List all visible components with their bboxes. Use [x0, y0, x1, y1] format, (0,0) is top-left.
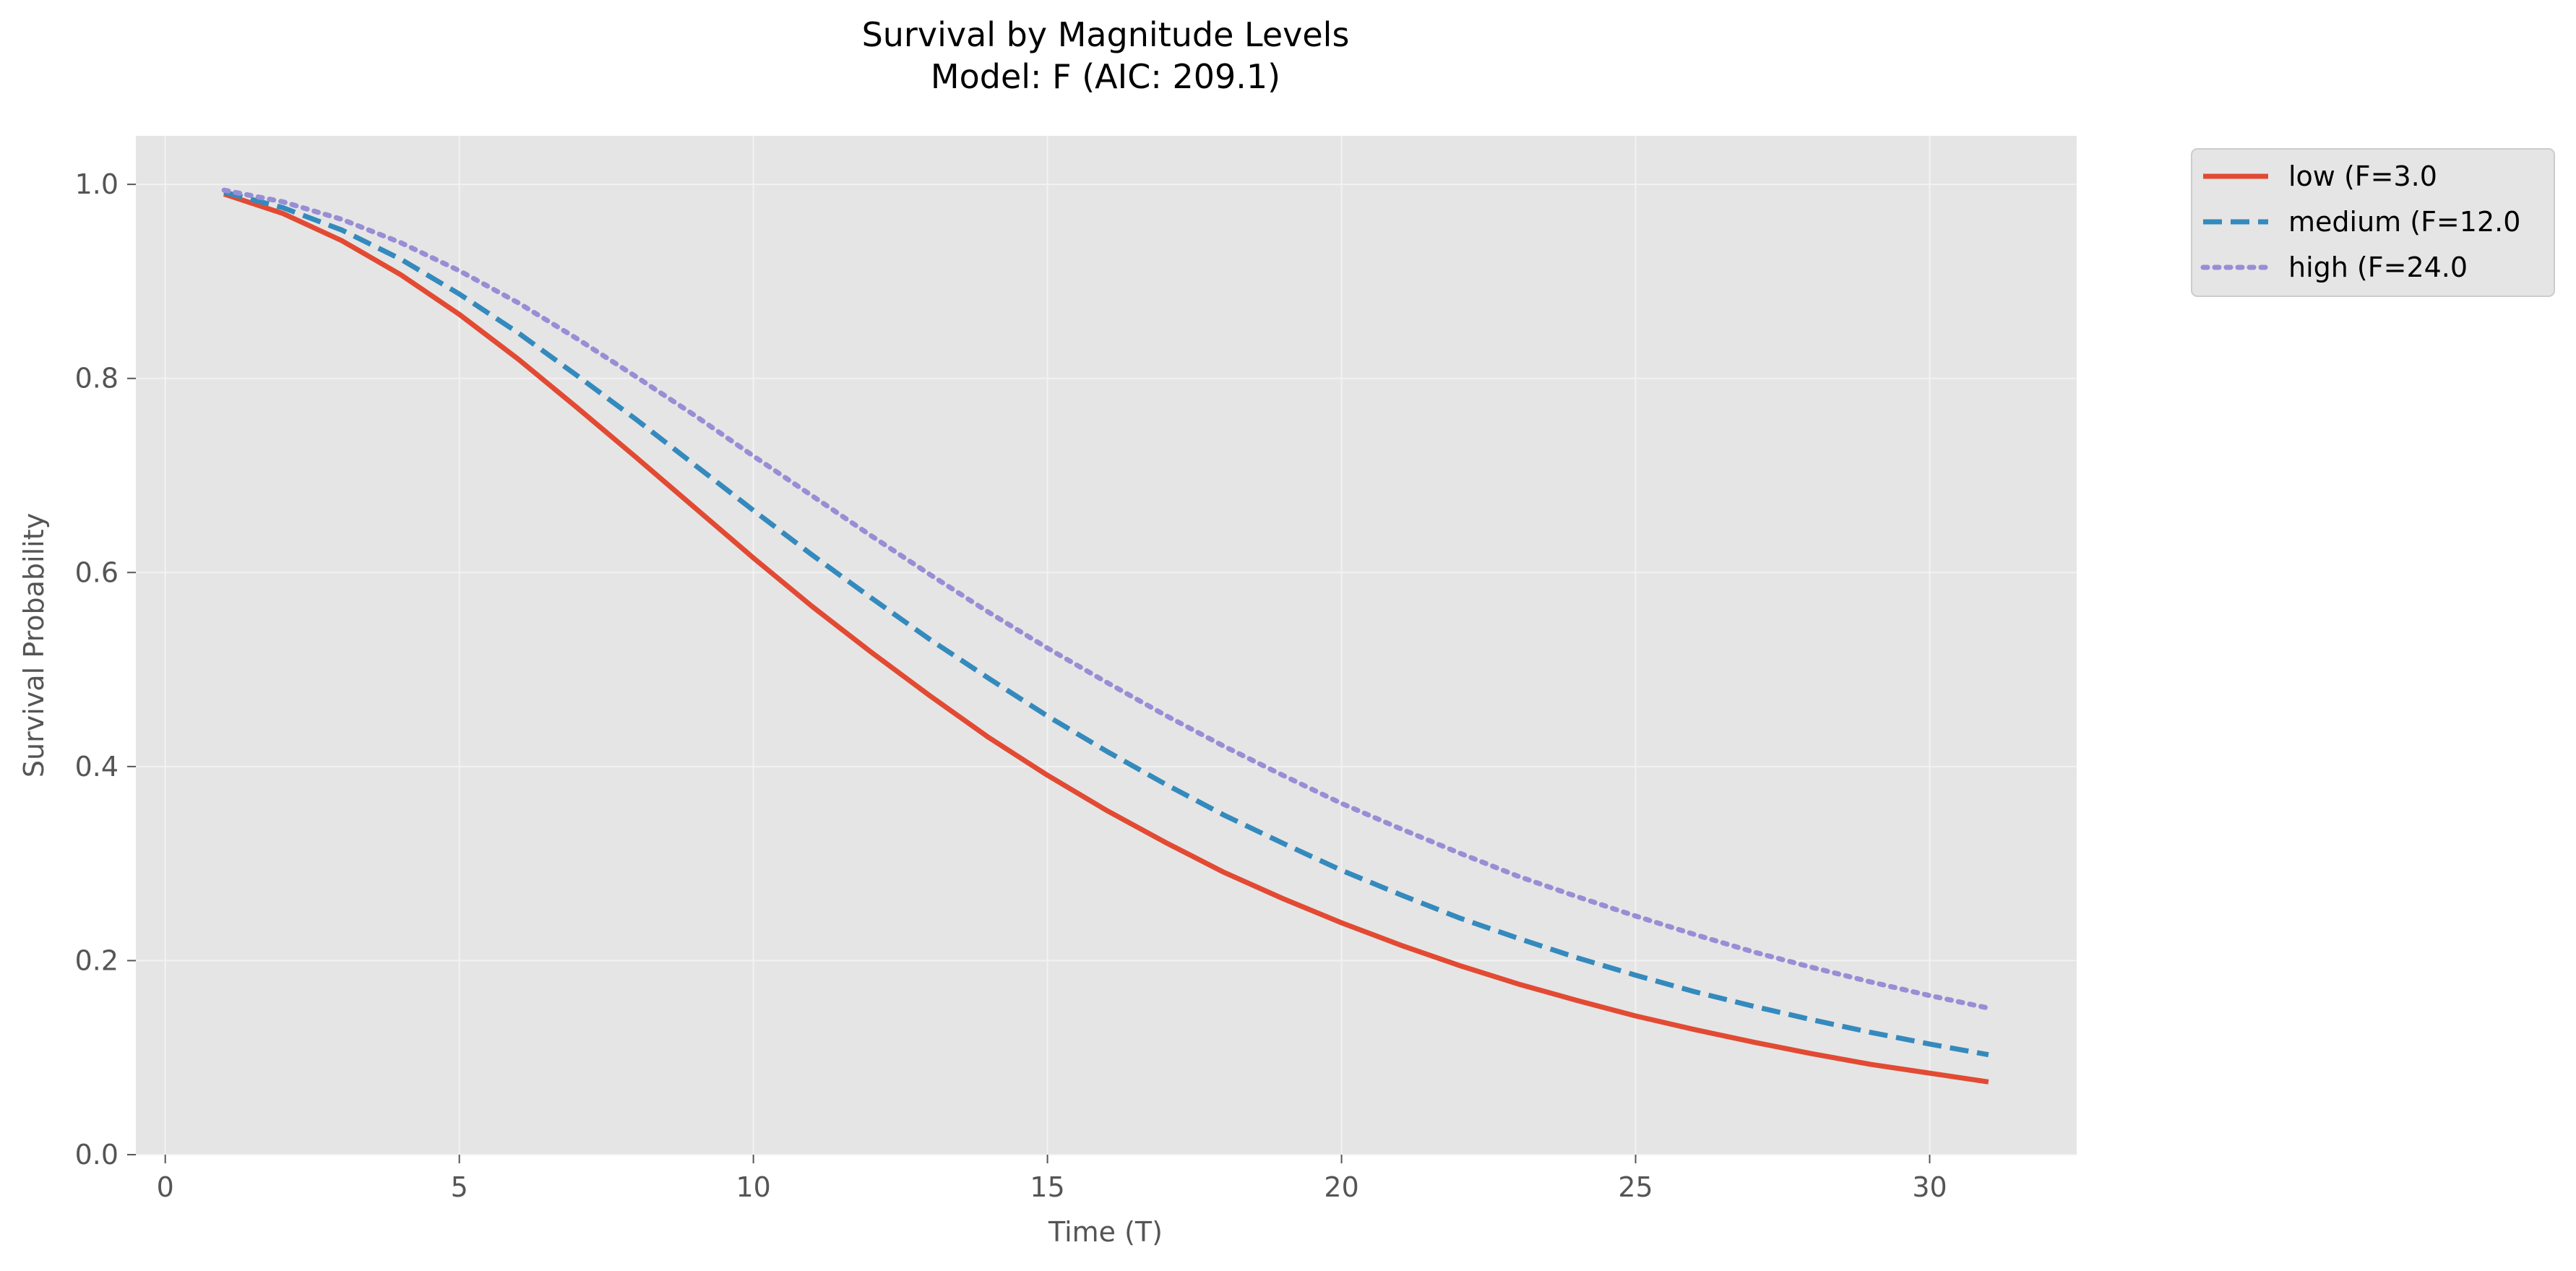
y-tick-label-2: 0.4: [75, 751, 119, 783]
plot-area: [136, 136, 2077, 1155]
legend-label-2: high (F=24.0: [2288, 251, 2468, 283]
chart-subtitle: Model: F (AIC: 209.1): [931, 57, 1280, 96]
y-tick-label-1: 0.2: [75, 944, 119, 976]
series-line-1: [223, 189, 1989, 1058]
y-tick-label-5: 1.0: [75, 168, 119, 200]
series-lines: [221, 187, 1991, 1085]
x-tick-label-5: 25: [1618, 1171, 1653, 1203]
legend-label-1: medium (F=12.0: [2288, 206, 2520, 238]
y-tick-label-0: 0.0: [75, 1139, 119, 1171]
legend-box: [2191, 148, 2555, 297]
y-tick-label-4: 0.8: [75, 363, 119, 395]
series-line-0: [223, 191, 1989, 1085]
series-line-2: [221, 187, 1991, 1011]
legend: low (F=3.0 medium (F=12.0 high (F=24.0: [2191, 148, 2555, 297]
x-tick-label-3: 15: [1030, 1171, 1064, 1203]
x-axis-label: Time (T): [1048, 1216, 1163, 1248]
legend-label-0: low (F=3.0: [2288, 160, 2437, 192]
x-tick-label-4: 20: [1324, 1171, 1358, 1203]
x-tick-label-0: 0: [157, 1171, 174, 1203]
x-axis-ticks: 0 5 10 15 20 25 30: [157, 1155, 1947, 1203]
x-tick-label-1: 5: [451, 1171, 468, 1203]
x-tick-label-2: 10: [736, 1171, 770, 1203]
y-tick-label-3: 0.6: [75, 556, 119, 588]
chart-title: Survival by Magnitude Levels: [862, 15, 1350, 54]
x-tick-label-6: 30: [1912, 1171, 1947, 1203]
y-axis-ticks: 0.0 0.2 0.4 0.6 0.8 1.0: [75, 168, 136, 1171]
y-axis-label: Survival Probability: [18, 513, 50, 777]
